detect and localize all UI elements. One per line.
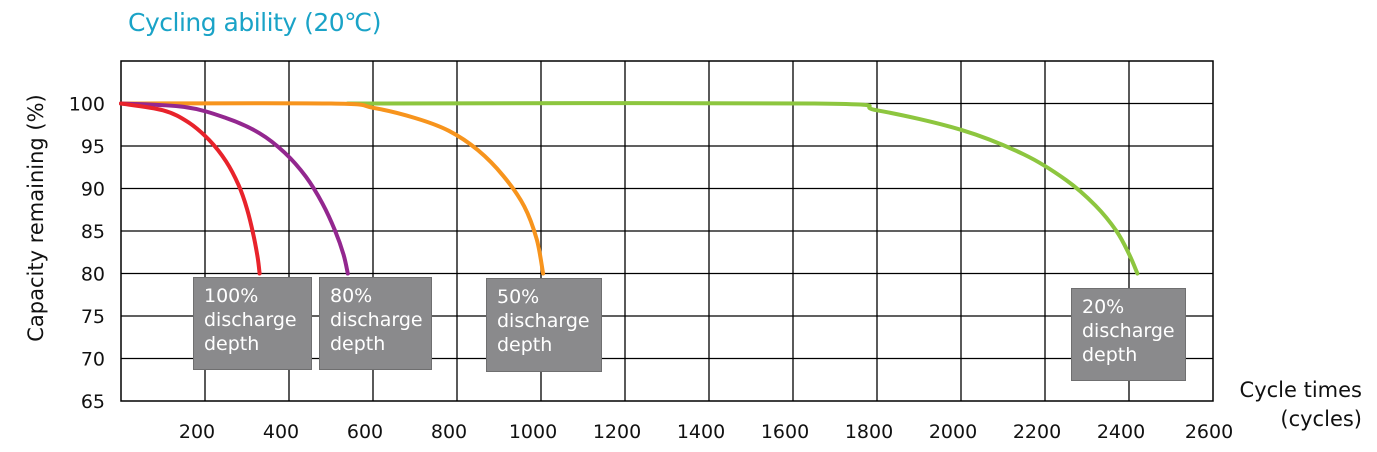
x-axis-label: Cycle times (cycles) bbox=[1236, 376, 1362, 434]
annotation-line: 100% bbox=[204, 285, 259, 307]
x-tick-label: 800 bbox=[431, 421, 467, 443]
series-line-0 bbox=[119, 101, 262, 276]
y-tick-label: 95 bbox=[81, 136, 105, 158]
annotation-line: depth bbox=[204, 333, 260, 355]
x-tick-label: 600 bbox=[347, 421, 383, 443]
annotation-line: discharge bbox=[204, 309, 297, 331]
x-tick-label: 2400 bbox=[1097, 421, 1145, 443]
series-line-3 bbox=[345, 101, 1140, 276]
x-tick-label: 1400 bbox=[677, 421, 725, 443]
x-tick-label: 200 bbox=[179, 421, 215, 443]
annotation-line: 20% bbox=[1082, 296, 1125, 318]
x-tick-label: 1800 bbox=[845, 421, 893, 443]
y-tick-label: 90 bbox=[81, 179, 105, 201]
x-tick-label: 400 bbox=[263, 421, 299, 443]
y-axis-label: Capacity remaining (%) bbox=[24, 94, 48, 342]
x-axis-label-line2: (cycles) bbox=[1280, 407, 1362, 431]
annotation-line: discharge bbox=[497, 310, 590, 332]
annotation-line: depth bbox=[330, 333, 386, 355]
x-tick-label: 2000 bbox=[929, 421, 977, 443]
series-line-2 bbox=[119, 101, 546, 276]
tick-labels: 65 70 75 80 85 90 95 100 200 400 600 800 1000 1200 140… bbox=[69, 94, 1233, 444]
x-tick-label: 2600 bbox=[1185, 421, 1233, 443]
x-axis-label-line1: Cycle times bbox=[1239, 378, 1362, 402]
annotation-100-percent: 100% discharge depth bbox=[193, 277, 312, 370]
y-tick-label: 65 bbox=[81, 391, 105, 413]
x-tick-label: 1000 bbox=[509, 421, 557, 443]
chart-title: Cycling ability (20℃) bbox=[128, 8, 382, 37]
annotation-80-percent: 80% discharge depth bbox=[319, 277, 432, 370]
series-lines bbox=[119, 101, 1140, 276]
annotation-line: depth bbox=[1082, 344, 1138, 366]
annotation-20-percent: 20% discharge depth bbox=[1071, 288, 1186, 381]
y-tick-label: 75 bbox=[81, 306, 105, 328]
y-tick-label: 85 bbox=[81, 221, 105, 243]
annotation-line: 80% bbox=[330, 285, 373, 307]
y-tick-label: 100 bbox=[69, 94, 105, 116]
y-tick-label: 70 bbox=[81, 349, 105, 371]
series-line-1 bbox=[119, 101, 350, 276]
x-tick-label: 2200 bbox=[1013, 421, 1061, 443]
x-tick-label: 1200 bbox=[593, 421, 641, 443]
annotation-line: discharge bbox=[330, 309, 423, 331]
annotation-line: 50% bbox=[497, 286, 540, 308]
x-tick-label: 1600 bbox=[761, 421, 809, 443]
annotation-line: depth bbox=[497, 334, 553, 356]
annotation-line: discharge bbox=[1082, 320, 1175, 342]
y-tick-label: 80 bbox=[81, 264, 105, 286]
annotation-50-percent: 50% discharge depth bbox=[486, 278, 602, 372]
